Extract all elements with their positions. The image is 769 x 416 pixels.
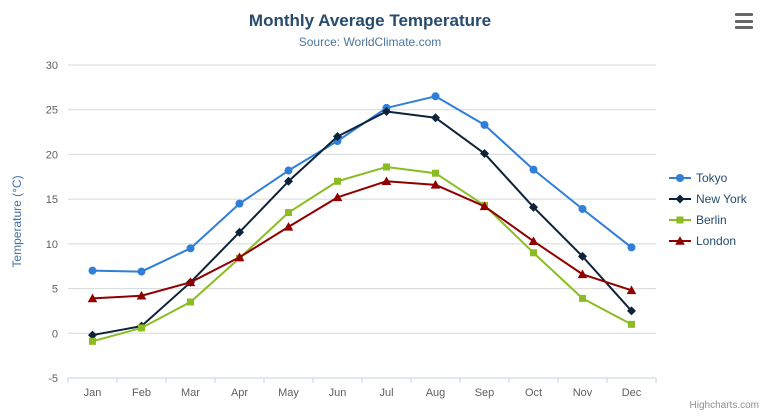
square-point-marker-icon[interactable]: [285, 209, 292, 217]
square-point-marker-icon: [676, 216, 684, 223]
square-point-marker-icon[interactable]: [530, 249, 537, 257]
triangle-point-marker-icon[interactable]: [332, 192, 343, 202]
chart-legend: Tokyo New York Berlin London: [669, 167, 747, 251]
x-axis-tick-label: Mar: [181, 387, 200, 399]
diamond-point-marker-icon: [675, 194, 685, 203]
square-point-marker-icon[interactable]: [187, 298, 194, 306]
square-point-marker-icon[interactable]: [89, 337, 96, 345]
export-menu-button[interactable]: [733, 13, 755, 29]
square-point-marker-icon[interactable]: [628, 320, 635, 328]
circle-point-marker-icon[interactable]: [137, 267, 146, 276]
triangle-point-marker-icon[interactable]: [234, 252, 245, 262]
x-axis-tick-label: Dec: [622, 387, 642, 399]
series-line: [91, 110, 633, 337]
legend-label: New York: [696, 191, 747, 206]
legend-label: Berlin: [696, 212, 727, 227]
y-axis-title: Temperature (°C): [10, 175, 24, 267]
series-line: [91, 95, 633, 273]
triangle-point-marker-icon[interactable]: [185, 277, 196, 287]
diamond-point-marker-icon[interactable]: [578, 251, 587, 261]
circle-point-marker-icon[interactable]: [529, 165, 538, 174]
circle-point-marker-icon[interactable]: [480, 120, 489, 129]
circle-point-marker-icon[interactable]: [186, 244, 195, 253]
x-axis-tick-label: Oct: [525, 387, 542, 399]
square-point-marker-icon[interactable]: [138, 324, 145, 332]
diamond-point-marker-icon[interactable]: [382, 107, 391, 117]
triangle-point-marker-icon[interactable]: [87, 293, 98, 303]
triangle-point-marker-icon[interactable]: [430, 180, 441, 189]
legend-item-tokyo[interactable]: Tokyo: [669, 167, 747, 188]
square-legend-symbol-icon: [669, 216, 691, 223]
chart-title: Monthly Average Temperature: [248, 11, 492, 30]
legend-item-new-york[interactable]: New York: [669, 188, 747, 209]
x-axis-tick-label: Jun: [329, 387, 347, 399]
triangle-point-marker-icon[interactable]: [626, 285, 637, 295]
series-line: [91, 180, 633, 300]
y-axis-tick-label: 30: [46, 60, 58, 72]
square-point-marker-icon[interactable]: [383, 163, 390, 171]
triangle-point-marker-icon[interactable]: [479, 201, 490, 211]
diamond-point-marker-icon[interactable]: [627, 306, 636, 316]
diamond-point-marker-icon[interactable]: [284, 176, 293, 186]
circle-point-marker-icon[interactable]: [88, 266, 97, 275]
x-axis-tick-label: Feb: [132, 387, 151, 399]
circle-point-marker-icon[interactable]: [284, 166, 293, 175]
series-new-york: [88, 107, 636, 340]
triangle-point-marker-icon[interactable]: [528, 236, 539, 245]
triangle-point-marker-icon[interactable]: [136, 290, 147, 300]
triangle-point-marker-icon: [675, 235, 685, 245]
legend-item-berlin[interactable]: Berlin: [669, 209, 747, 230]
x-axis-tick-label: Jul: [379, 387, 393, 399]
x-axis-tick-label: Apr: [231, 387, 248, 399]
legend-label: London: [696, 233, 737, 248]
legend-item-london[interactable]: London: [669, 230, 747, 251]
y-axis-tick-label: 15: [46, 194, 58, 206]
square-point-marker-icon[interactable]: [579, 294, 586, 302]
circle-point-marker-icon[interactable]: [235, 199, 244, 208]
x-axis-tick-label: Nov: [573, 387, 593, 399]
circle-point-marker-icon: [676, 173, 684, 182]
diamond-legend-symbol-icon: [669, 194, 691, 203]
hamburger-menu-icon: [735, 13, 753, 16]
diamond-point-marker-icon[interactable]: [88, 330, 97, 340]
triangle-legend-symbol-icon: [669, 235, 691, 245]
diamond-point-marker-icon[interactable]: [480, 149, 489, 159]
x-axis-tick-label: Aug: [426, 387, 446, 399]
highcharts-credit-link[interactable]: Highcharts.com: [689, 400, 759, 411]
diamond-point-marker-icon[interactable]: [431, 113, 440, 123]
square-point-marker-icon[interactable]: [432, 169, 439, 177]
circle-point-marker-icon[interactable]: [578, 204, 587, 213]
y-axis-tick-label: 25: [46, 105, 58, 117]
y-axis-tick-label: -5: [48, 373, 58, 385]
diamond-point-marker-icon[interactable]: [235, 227, 244, 237]
diamond-point-marker-icon[interactable]: [333, 132, 342, 142]
circle-legend-symbol-icon: [669, 173, 691, 182]
triangle-point-marker-icon[interactable]: [381, 176, 392, 186]
x-axis-tick-label: Sep: [475, 387, 495, 399]
series-line: [91, 165, 633, 343]
x-axis-tick-label: Jan: [84, 387, 102, 399]
diamond-point-marker-icon[interactable]: [529, 202, 538, 212]
y-axis-tick-label: 0: [52, 328, 58, 340]
square-point-marker-icon[interactable]: [334, 177, 341, 185]
y-axis-tick-label: 10: [46, 239, 58, 251]
x-axis-tick-label: May: [278, 387, 299, 399]
triangle-point-marker-icon[interactable]: [283, 222, 294, 231]
circle-point-marker-icon[interactable]: [627, 243, 636, 252]
chart-subtitle: Source: WorldClimate.com: [298, 35, 442, 49]
series-london: [87, 176, 637, 303]
y-axis-tick-label: 5: [52, 284, 58, 296]
triangle-point-marker-icon[interactable]: [577, 269, 588, 279]
legend-label: Tokyo: [696, 170, 728, 185]
circle-point-marker-icon[interactable]: [431, 92, 440, 101]
y-axis-tick-label: 20: [46, 149, 58, 161]
series-tokyo: [88, 92, 636, 276]
